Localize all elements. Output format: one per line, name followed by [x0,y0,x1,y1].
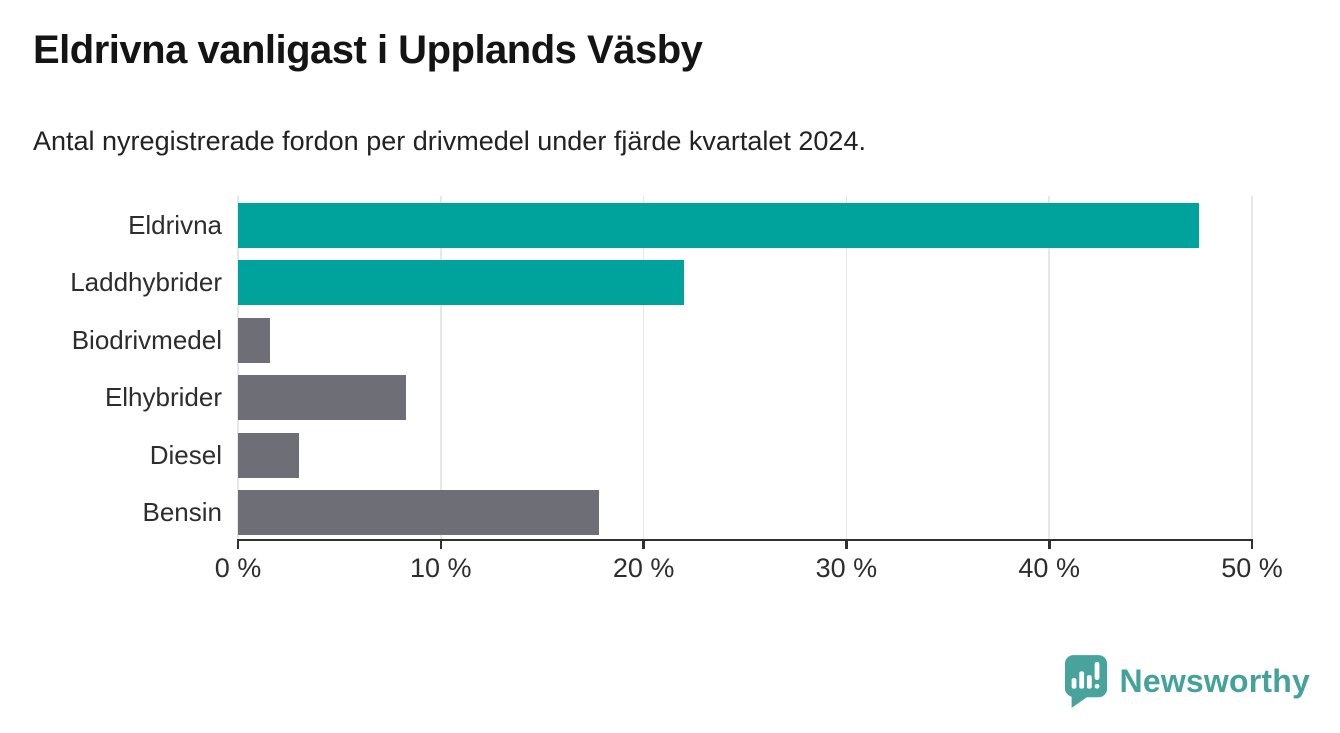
brand-name: Newsworthy [1119,662,1310,699]
x-tick-0 [236,540,240,549]
logo-bar-short [1071,678,1076,689]
bar-eldrivna [238,203,1200,248]
bar-bensin [238,490,599,535]
x-tick-30 [845,540,848,549]
x-tick-20 [642,540,645,549]
gridline-50 [1251,196,1253,540]
category-label-eldrivna: Eldrivna [128,210,222,240]
page-subtitle: Antal nyregistrerade fordon per drivmede… [33,126,866,156]
newsworthy-logo-icon [1064,655,1107,708]
newsworthy-brand-link[interactable]: Newsworthy [1063,653,1310,709]
logo-exclamation-dot [1094,683,1099,689]
gridline-0 [237,196,239,540]
logo-bar-medium [1086,675,1092,689]
x-axis-line [236,538,1254,542]
x-tick-label-50: 50 % [1221,553,1283,583]
page-title: Eldrivna vanligast i Upplands Väsby [33,28,703,72]
gridline-10 [440,196,442,540]
logo-bar-tall [1078,671,1084,689]
bar-biodrivmedel [238,317,271,363]
bar-laddhybrider [238,260,685,306]
category-label-bensin: Bensin [142,497,223,527]
category-label-biodrivmedel: Biodrivmedel [71,324,222,355]
category-label-laddhybrider: Laddhybrider [70,267,222,298]
x-tick-label-30: 30 % [815,553,878,583]
gridline-30 [845,196,848,540]
x-tick-label-10: 10 % [410,553,472,583]
category-label-diesel: Diesel [149,439,222,470]
x-tick-label-40: 40 % [1018,553,1080,583]
gridline-20 [642,196,645,540]
x-tick-40 [1048,540,1051,549]
x-tick-50 [1250,540,1254,549]
logo-exclamation-stem [1094,661,1099,681]
x-tick-10 [439,540,443,549]
bar-elhybrider [238,375,407,421]
category-label-elhybrider: Elhybrider [104,382,222,413]
bar-diesel [238,432,299,478]
x-tick-label-20: 20 % [612,553,675,583]
x-tick-label-0: 0 % [214,553,262,583]
horizontal-bar-chart: Eldrivna Laddhybrider Biodrivmedel Elhybrid… [70,196,1283,583]
gridline-40 [1048,196,1050,540]
